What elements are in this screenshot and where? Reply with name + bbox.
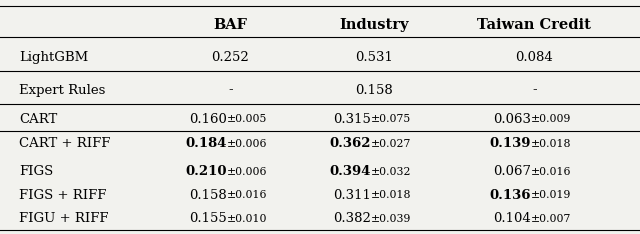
Text: ±0.010: ±0.010 — [227, 214, 268, 224]
Text: CART: CART — [19, 113, 58, 126]
Text: 0.382: 0.382 — [333, 212, 371, 225]
Text: 0.362: 0.362 — [330, 137, 371, 150]
Text: 0.315: 0.315 — [333, 113, 371, 126]
Text: 0.252: 0.252 — [212, 51, 249, 64]
Text: 0.160: 0.160 — [189, 113, 227, 126]
Text: Industry: Industry — [340, 18, 409, 32]
Text: -: - — [228, 84, 233, 97]
Text: Expert Rules: Expert Rules — [19, 84, 106, 97]
Text: 0.104: 0.104 — [493, 212, 531, 225]
Text: BAF: BAF — [213, 18, 248, 32]
Text: 0.139: 0.139 — [490, 137, 531, 150]
Text: 0.063: 0.063 — [493, 113, 531, 126]
Text: Taiwan Credit: Taiwan Credit — [477, 18, 591, 32]
Text: ±0.016: ±0.016 — [227, 190, 268, 200]
Text: LightGBM: LightGBM — [19, 51, 88, 64]
Text: 0.084: 0.084 — [516, 51, 553, 64]
Text: ±0.019: ±0.019 — [531, 190, 572, 200]
Text: 0.184: 0.184 — [186, 137, 227, 150]
Text: ±0.032: ±0.032 — [371, 167, 412, 177]
Text: ±0.027: ±0.027 — [371, 139, 412, 149]
Text: 0.394: 0.394 — [330, 165, 371, 179]
Text: ±0.007: ±0.007 — [531, 214, 572, 224]
Text: ±0.039: ±0.039 — [371, 214, 412, 224]
Text: CART + RIFF: CART + RIFF — [19, 137, 111, 150]
Text: 0.311: 0.311 — [333, 189, 371, 202]
Text: -: - — [532, 84, 537, 97]
Text: ±0.075: ±0.075 — [371, 114, 412, 124]
Text: FIGS: FIGS — [19, 165, 54, 179]
Text: ±0.006: ±0.006 — [227, 167, 268, 177]
Text: 0.531: 0.531 — [355, 51, 394, 64]
Text: ±0.018: ±0.018 — [371, 190, 412, 200]
Text: 0.158: 0.158 — [189, 189, 227, 202]
Text: ±0.018: ±0.018 — [531, 139, 572, 149]
Text: 0.067: 0.067 — [493, 165, 531, 179]
Text: ±0.009: ±0.009 — [531, 114, 572, 124]
Text: 0.136: 0.136 — [490, 189, 531, 202]
Text: 0.155: 0.155 — [189, 212, 227, 225]
Text: 0.158: 0.158 — [356, 84, 393, 97]
Text: ±0.016: ±0.016 — [531, 167, 572, 177]
Text: ±0.005: ±0.005 — [227, 114, 268, 124]
Text: FIGU + RIFF: FIGU + RIFF — [19, 212, 109, 225]
Text: ±0.006: ±0.006 — [227, 139, 268, 149]
Text: FIGS + RIFF: FIGS + RIFF — [19, 189, 107, 202]
Text: 0.210: 0.210 — [186, 165, 227, 179]
